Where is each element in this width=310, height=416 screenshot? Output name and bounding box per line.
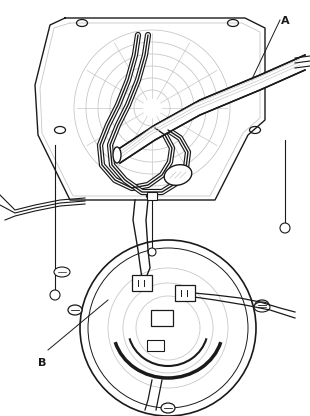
FancyBboxPatch shape	[151, 310, 173, 326]
Ellipse shape	[113, 147, 121, 163]
Text: A: A	[281, 16, 290, 26]
Ellipse shape	[254, 302, 270, 312]
Text: B: B	[38, 358, 46, 368]
Ellipse shape	[255, 300, 269, 310]
FancyBboxPatch shape	[175, 285, 195, 301]
Polygon shape	[120, 55, 305, 163]
FancyBboxPatch shape	[147, 339, 163, 351]
FancyBboxPatch shape	[132, 275, 152, 291]
Circle shape	[148, 248, 156, 256]
Circle shape	[280, 223, 290, 233]
Ellipse shape	[54, 267, 70, 277]
Circle shape	[80, 240, 256, 416]
Ellipse shape	[68, 305, 82, 315]
Ellipse shape	[161, 403, 175, 413]
Circle shape	[50, 290, 60, 300]
Ellipse shape	[164, 165, 192, 185]
FancyBboxPatch shape	[147, 192, 157, 200]
